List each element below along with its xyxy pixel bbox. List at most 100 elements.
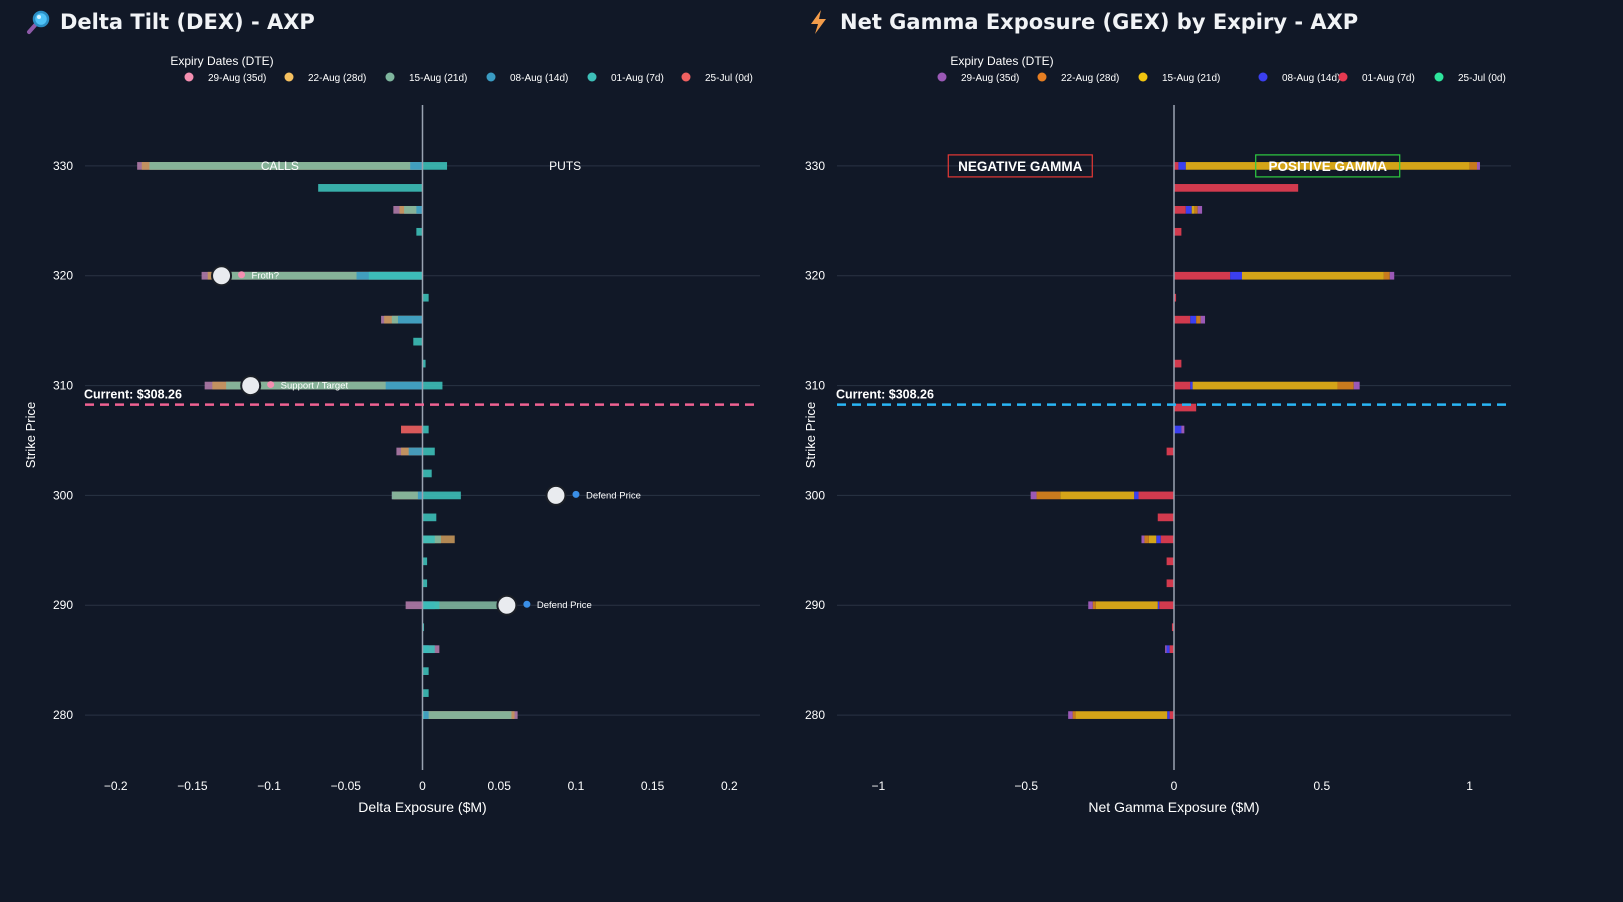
bar (391, 491, 423, 500)
bar (408, 447, 423, 456)
y-tick-label: 310 (805, 379, 825, 393)
bar (416, 205, 423, 214)
bar (1197, 205, 1203, 214)
bar (410, 162, 423, 170)
bar (422, 711, 429, 719)
y-tick-label: 280 (53, 708, 73, 722)
bar (1030, 491, 1037, 500)
legend-label: 15-Aug (21d) (409, 73, 467, 84)
bar (1141, 535, 1145, 544)
bar (422, 535, 435, 544)
bar (1174, 403, 1197, 412)
bar (1174, 293, 1177, 302)
bar (1174, 162, 1179, 170)
level-marker-label: Support / Target (281, 381, 349, 392)
gex-chart: Expiry Dates (DTE) 29-Aug (35d) 22-Aug (28… (803, 54, 1511, 815)
bar (1092, 601, 1096, 610)
bar (1353, 381, 1360, 390)
x-tick-label: 0 (1171, 779, 1178, 793)
legend-marker (1258, 72, 1268, 82)
legend-label: 08-Aug (14d) (510, 73, 568, 84)
bar (1088, 601, 1093, 610)
bar (1171, 623, 1174, 632)
region-label: NEGATIVE GAMMA (958, 159, 1082, 174)
bar (1134, 491, 1139, 500)
bar (1165, 645, 1167, 654)
region-label: POSITIVE GAMMA (1268, 159, 1387, 174)
y-tick-label: 320 (805, 269, 825, 283)
bar (149, 162, 423, 170)
bar (422, 381, 443, 390)
bar (1095, 601, 1158, 610)
legend-title: Expiry Dates (DTE) (950, 54, 1053, 68)
level-marker (211, 265, 233, 287)
legend-marker (1338, 72, 1348, 82)
bar (422, 162, 448, 170)
gex-title: Net Gamma Exposure (GEX) by Expiry - AXP (806, 5, 1358, 39)
level-marker-dot (267, 381, 275, 389)
y-tick-label: 300 (805, 488, 825, 502)
bar (1144, 535, 1149, 544)
legend-label: 01-Aug (7d) (611, 73, 664, 84)
x-tick-label: −0.1 (257, 779, 281, 793)
x-tick-label: 0.5 (1313, 779, 1330, 793)
bar (1174, 381, 1191, 390)
bar (397, 315, 423, 324)
dex-chart: Expiry Dates (DTE) 29-Aug (35d) 22-Aug (28… (23, 54, 760, 815)
bar (1157, 513, 1174, 522)
region-label-box (947, 154, 1093, 178)
bar (1072, 711, 1076, 719)
legend-label: 22-Aug (28d) (308, 73, 366, 84)
x-tick-label: −0.5 (1014, 779, 1038, 793)
bar (422, 711, 425, 719)
level-marker (545, 484, 567, 506)
bar (1166, 579, 1174, 588)
bar (422, 425, 429, 434)
bar (1166, 645, 1170, 654)
y-tick-label: 290 (805, 598, 825, 612)
bar (413, 337, 423, 346)
bar (422, 689, 429, 697)
current-price-label: Current: $308.26 (84, 388, 182, 402)
bar (1200, 315, 1206, 324)
side-label: CALLS (261, 159, 299, 173)
x-tick-label: 0.1 (568, 779, 585, 793)
lightning-icon (806, 9, 832, 35)
bar (1185, 205, 1192, 214)
level-marker-dot (523, 600, 531, 608)
bar (318, 184, 423, 192)
bar (1166, 447, 1174, 456)
legend-marker (385, 72, 395, 82)
bar (1477, 162, 1480, 170)
level-marker-label: Defend Price (537, 600, 592, 611)
legend-label: 01-Aug (7d) (1362, 73, 1415, 84)
y-axis-title: Strike Price (23, 402, 38, 468)
bar (417, 491, 423, 500)
bar (1159, 601, 1174, 610)
x-tick-label: −0.15 (177, 779, 208, 793)
level-marker-label: Froth? (252, 271, 279, 282)
dex-panel: Delta Tilt (DEX) - AXP Expiry Dates (DTE… (0, 0, 780, 902)
legend-marker (587, 72, 597, 82)
bar (422, 359, 426, 368)
bar (1174, 315, 1191, 324)
bar (1196, 315, 1201, 324)
bar (1383, 271, 1390, 280)
bar (1389, 271, 1395, 280)
gex-panel: Net Gamma Exposure (GEX) by Expiry - AXP… (780, 0, 1560, 902)
x-tick-label: −0.05 (331, 779, 362, 793)
bar (1174, 227, 1182, 236)
y-tick-label: 330 (53, 159, 73, 173)
x-tick-label: −0.2 (104, 779, 128, 793)
x-tick-label: 1 (1466, 779, 1473, 793)
bar (1148, 535, 1157, 544)
bar (405, 601, 423, 610)
bar (422, 293, 429, 302)
bar (422, 579, 428, 588)
side-label: PUTS (549, 159, 581, 173)
bar (1469, 162, 1478, 170)
bar (1036, 491, 1061, 500)
legend-label: 08-Aug (14d) (1282, 73, 1340, 84)
legend-title: Expiry Dates (DTE) (170, 54, 273, 68)
bar (422, 711, 512, 719)
